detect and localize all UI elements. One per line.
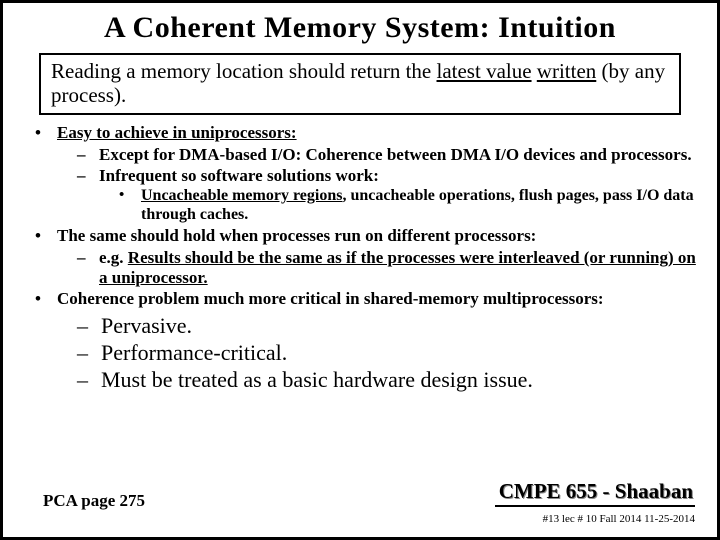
bullet-1: • Easy to achieve in uniprocessors: <box>29 123 699 143</box>
bullet-3-sub-3: – Must be treated as a basic hardware de… <box>77 367 699 394</box>
dash-icon: – <box>77 313 101 340</box>
bullet-3-text: Coherence problem much more critical in … <box>57 289 699 309</box>
intro-text-pre: Reading a memory location should return … <box>51 59 437 83</box>
dash-icon: – <box>77 340 101 367</box>
bullet-3-sub-1: – Pervasive. <box>77 313 699 340</box>
bullet-1-sub-2a: • Uncacheable memory regions, uncacheabl… <box>29 187 699 225</box>
slide-title: A Coherent Memory System: Intuition <box>21 11 699 45</box>
dash-icon: – <box>77 367 101 394</box>
slide-frame: A Coherent Memory System: Intuition Read… <box>0 0 720 540</box>
intro-underline-2: written <box>537 59 596 83</box>
bullet-1-text: Easy to achieve in uniprocessors: <box>57 123 297 142</box>
dash-icon: – <box>77 248 99 288</box>
bullet-dot-icon: • <box>119 187 141 225</box>
footer-course: CMPE 655 - Shaaban <box>495 479 695 507</box>
bullet-3-sub-2-text: Performance-critical. <box>101 340 287 367</box>
intro-box: Reading a memory location should return … <box>39 53 681 115</box>
dash-icon: – <box>77 166 99 186</box>
footer-meta: #13 lec # 10 Fall 2014 11-25-2014 <box>543 513 695 525</box>
bullet-2-sub-1-pre: e.g. <box>99 248 128 267</box>
bullet-1-sub-2a-underline: Uncacheable memory regions <box>141 187 342 204</box>
bullet-3-sub-1-text: Pervasive. <box>101 313 192 340</box>
bullet-2-sub-1-underline: Results should be the same as if the pro… <box>99 248 696 287</box>
bullet-2-text: The same should hold when processes run … <box>57 226 699 246</box>
bullet-3: • Coherence problem much more critical i… <box>29 289 699 309</box>
bullet-3-sublist: – Pervasive. – Performance-critical. – M… <box>29 313 699 393</box>
dash-icon: – <box>77 145 99 165</box>
bullet-1-sub-1: – Except for DMA-based I/O: Coherence be… <box>29 145 699 165</box>
footer-page-ref: PCA page 275 <box>43 491 145 511</box>
bullet-1-sub-1-text: Except for DMA-based I/O: Coherence betw… <box>99 145 692 165</box>
bullet-2: • The same should hold when processes ru… <box>29 226 699 246</box>
bullet-2-sub-1: – e.g. Results should be the same as if … <box>29 248 699 288</box>
intro-underline-1: latest value <box>437 59 532 83</box>
bullet-3-sub-2: – Performance-critical. <box>77 340 699 367</box>
bullet-1-sub-2: – Infrequent so software solutions work: <box>29 166 699 186</box>
bullet-3-sub-3-text: Must be treated as a basic hardware desi… <box>101 367 533 394</box>
bullet-dot-icon: • <box>29 226 57 246</box>
content-area: • Easy to achieve in uniprocessors: – Ex… <box>21 123 699 394</box>
bullet-dot-icon: • <box>29 289 57 309</box>
bullet-1-sub-2-text: Infrequent so software solutions work: <box>99 166 379 186</box>
bullet-dot-icon: • <box>29 123 57 143</box>
